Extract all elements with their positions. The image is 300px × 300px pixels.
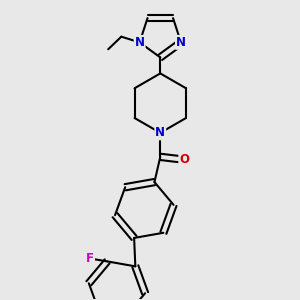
Text: N: N <box>176 36 186 49</box>
Text: N: N <box>135 36 145 49</box>
Text: O: O <box>179 153 189 166</box>
Text: F: F <box>86 252 94 265</box>
Text: N: N <box>155 126 165 140</box>
